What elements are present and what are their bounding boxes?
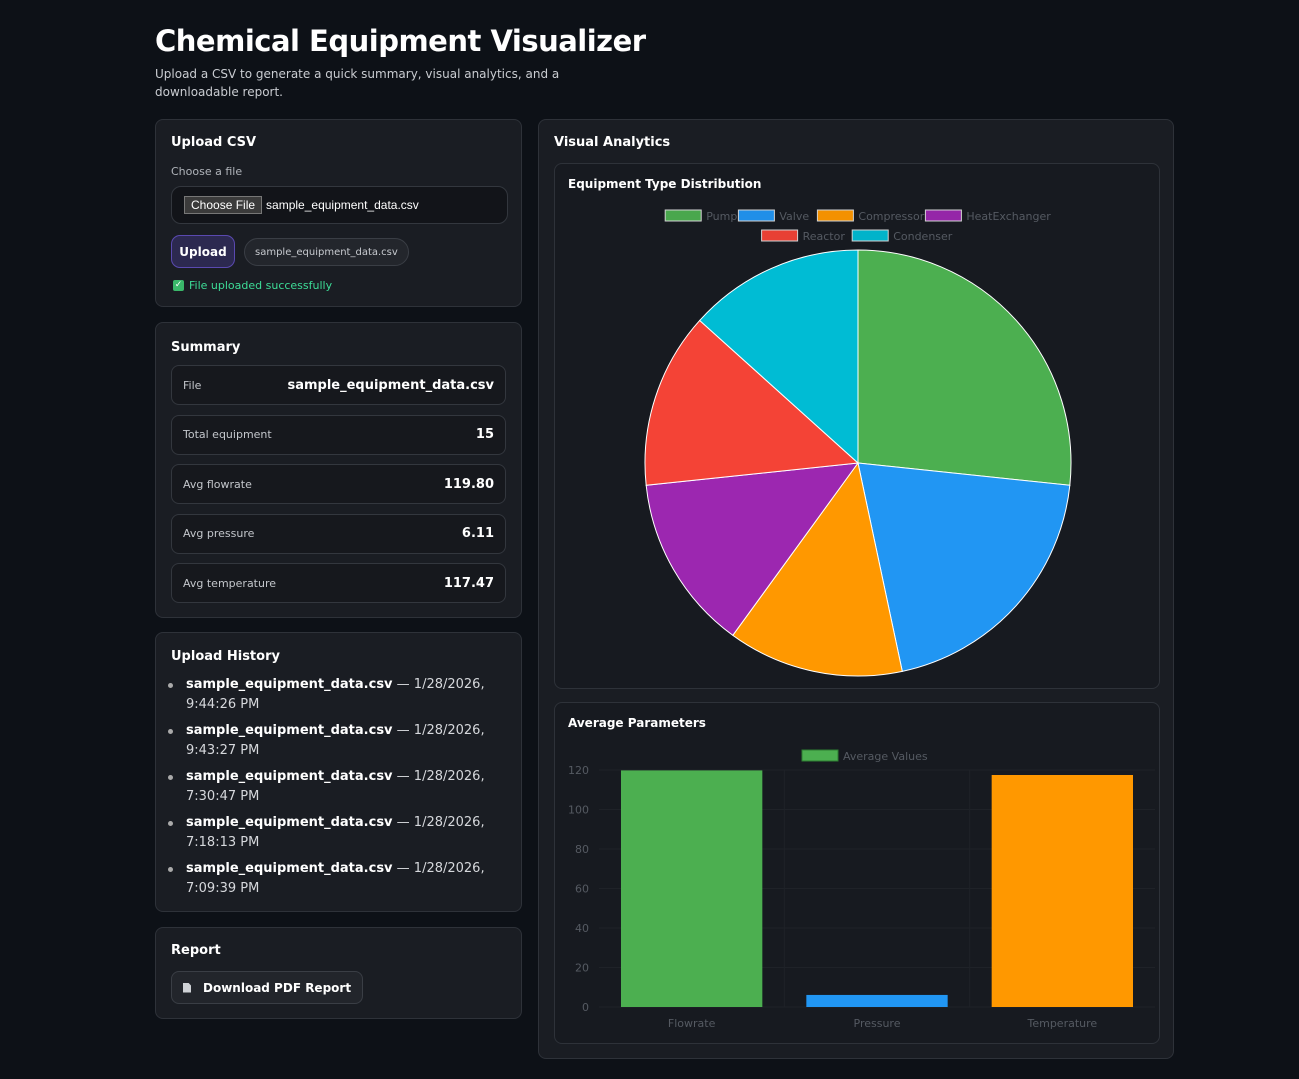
bar-chart: Average Values 0 20 40 60 80 100 120 Flowrate Pre… (568, 749, 1155, 1030)
bar-chart-title: Average Parameters (568, 716, 706, 730)
pie-chart-panel: Equipment Type Distribution Pump Valve Com… (554, 163, 1160, 689)
legend-label: Condenser (893, 230, 953, 243)
history-time: — 1/28/2026, 9:43:27 PM (186, 723, 485, 758)
legend-label: Reactor (803, 230, 846, 243)
pie-slice-heatexchanger (645, 462, 860, 637)
summary-value: 119.80 (443, 476, 494, 492)
summary-row: Total equipment 15 (171, 414, 506, 455)
legend-swatch (924, 209, 962, 222)
y-tick-label: 60 (575, 883, 589, 896)
bar-flowrate (621, 770, 763, 1007)
summary-key: Avg pressure (183, 527, 255, 540)
summary-key: Total equipment (183, 428, 272, 441)
summary-row: Avg pressure 6.11 (171, 513, 506, 554)
pie-chart-title: Equipment Type Distribution (568, 177, 762, 191)
y-tick-label: 20 (575, 962, 589, 975)
file-chip: sample_equipment_data.csv (244, 238, 409, 266)
history-item: sample_equipment_data.csv — 1/28/2026, 7… (168, 813, 516, 853)
choose-file-button[interactable]: Choose File (184, 196, 263, 214)
legend-swatch (737, 209, 775, 222)
report-title: Report (171, 943, 221, 958)
summary-key: Avg flowrate (183, 477, 252, 491)
file-label: Choose a file (171, 165, 243, 178)
history-file: sample_equipment_data.csv (186, 677, 393, 692)
history-file: sample_equipment_data.csv (186, 769, 393, 784)
summary-key: File (183, 378, 202, 392)
history-file: sample_equipment_data.csv (186, 861, 393, 876)
y-tick-label: 80 (575, 843, 589, 856)
legend-swatch (851, 229, 889, 242)
upload-button[interactable]: Upload (171, 235, 235, 268)
history-item: sample_equipment_data.csv — 1/28/2026, 7… (168, 859, 516, 899)
bar-temperature (991, 774, 1133, 1007)
legend-swatch (664, 209, 702, 222)
legend-label: Compressor (858, 210, 924, 223)
summary-value: 6.11 (461, 526, 494, 541)
summary-value: sample_equipment_data.csv (287, 377, 494, 393)
legend-label: Valve (779, 210, 809, 223)
analytics-title: Visual Analytics (554, 135, 671, 150)
pie-slice-pump (857, 249, 1072, 486)
pie-slice-condenser (699, 249, 859, 465)
history-time: — 1/28/2026, 7:30:47 PM (186, 769, 485, 804)
pie-chart: Pump Valve Compressor HeatExchanger Reactor C… (644, 209, 1072, 677)
x-tick-label: Pressure (854, 1017, 901, 1030)
history-card: Upload History sample_equipment_data.csv… (155, 632, 522, 912)
file-input[interactable]: Choose File sample_equipment_data.csv (171, 186, 508, 224)
legend-label: HeatExchanger (966, 210, 1051, 223)
history-time: — 1/28/2026, 7:18:13 PM (186, 815, 485, 850)
y-tick-label: 0 (582, 1001, 589, 1014)
history-item: sample_equipment_data.csv — 1/28/2026, 9… (168, 721, 516, 761)
legend-label: Pump (706, 210, 737, 223)
history-item: sample_equipment_data.csv — 1/28/2026, 9… (168, 675, 516, 715)
download-pdf-label: Download PDF Report (203, 980, 352, 995)
legend-swatch (801, 749, 839, 762)
pie-slice-valve (857, 462, 1071, 672)
history-time: — 1/28/2026, 9:44:26 PM (186, 677, 485, 712)
history-file: sample_equipment_data.csv (186, 723, 393, 738)
legend-swatch (761, 229, 799, 242)
legend-label: Average Values (843, 750, 928, 763)
history-time: — 1/28/2026, 7:09:39 PM (186, 861, 485, 896)
summary-value: 117.47 (443, 575, 494, 591)
history-list: sample_equipment_data.csv — 1/28/2026, 9… (168, 675, 516, 905)
bar-pressure (806, 994, 948, 1007)
summary-card: Summary File sample_equipment_data.csv Tot… (155, 322, 522, 618)
summary-key: Avg temperature (183, 576, 277, 590)
page-title: Chemical Equipment Visualizer (155, 24, 646, 58)
pie-slice-compressor (732, 461, 903, 677)
pie-slice-reactor (644, 319, 860, 486)
summary-row: File sample_equipment_data.csv (171, 365, 506, 405)
chosen-file-name: sample_equipment_data.csv (266, 198, 419, 212)
history-file: sample_equipment_data.csv (186, 815, 393, 830)
y-tick-label: 40 (575, 922, 589, 935)
summary-value: 15 (475, 427, 494, 442)
upload-status: ✓ File uploaded successfully (173, 279, 332, 292)
page-subtitle: Upload a CSV to generate a quick summary… (155, 67, 560, 99)
upload-card: Upload CSV Choose a file Choose File sam… (155, 119, 522, 307)
bar-chart-panel: Average Parameters Average Values 0 20 40 60… (554, 702, 1160, 1044)
upload-title: Upload CSV (171, 135, 257, 150)
y-tick-label: 100 (568, 804, 589, 817)
x-tick-label: Flowrate (668, 1017, 716, 1030)
summary-row: Avg temperature 117.47 (171, 563, 506, 603)
upload-status-text: File uploaded successfully (189, 279, 333, 292)
history-title: Upload History (171, 649, 280, 664)
document-icon (183, 982, 191, 993)
report-card: Report Download PDF Report (155, 927, 522, 1019)
summary-title: Summary (171, 340, 241, 355)
x-tick-label: Temperature (1026, 1017, 1097, 1030)
legend-swatch (816, 209, 854, 222)
y-tick-label: 120 (568, 764, 589, 777)
history-item: sample_equipment_data.csv — 1/28/2026, 7… (168, 767, 516, 807)
analytics-card: Visual Analytics Equipment Type Distribu… (538, 119, 1174, 1059)
download-pdf-button[interactable]: Download PDF Report (171, 971, 364, 1004)
summary-row: Avg flowrate 119.80 (171, 464, 506, 504)
check-icon: ✓ (173, 280, 184, 291)
